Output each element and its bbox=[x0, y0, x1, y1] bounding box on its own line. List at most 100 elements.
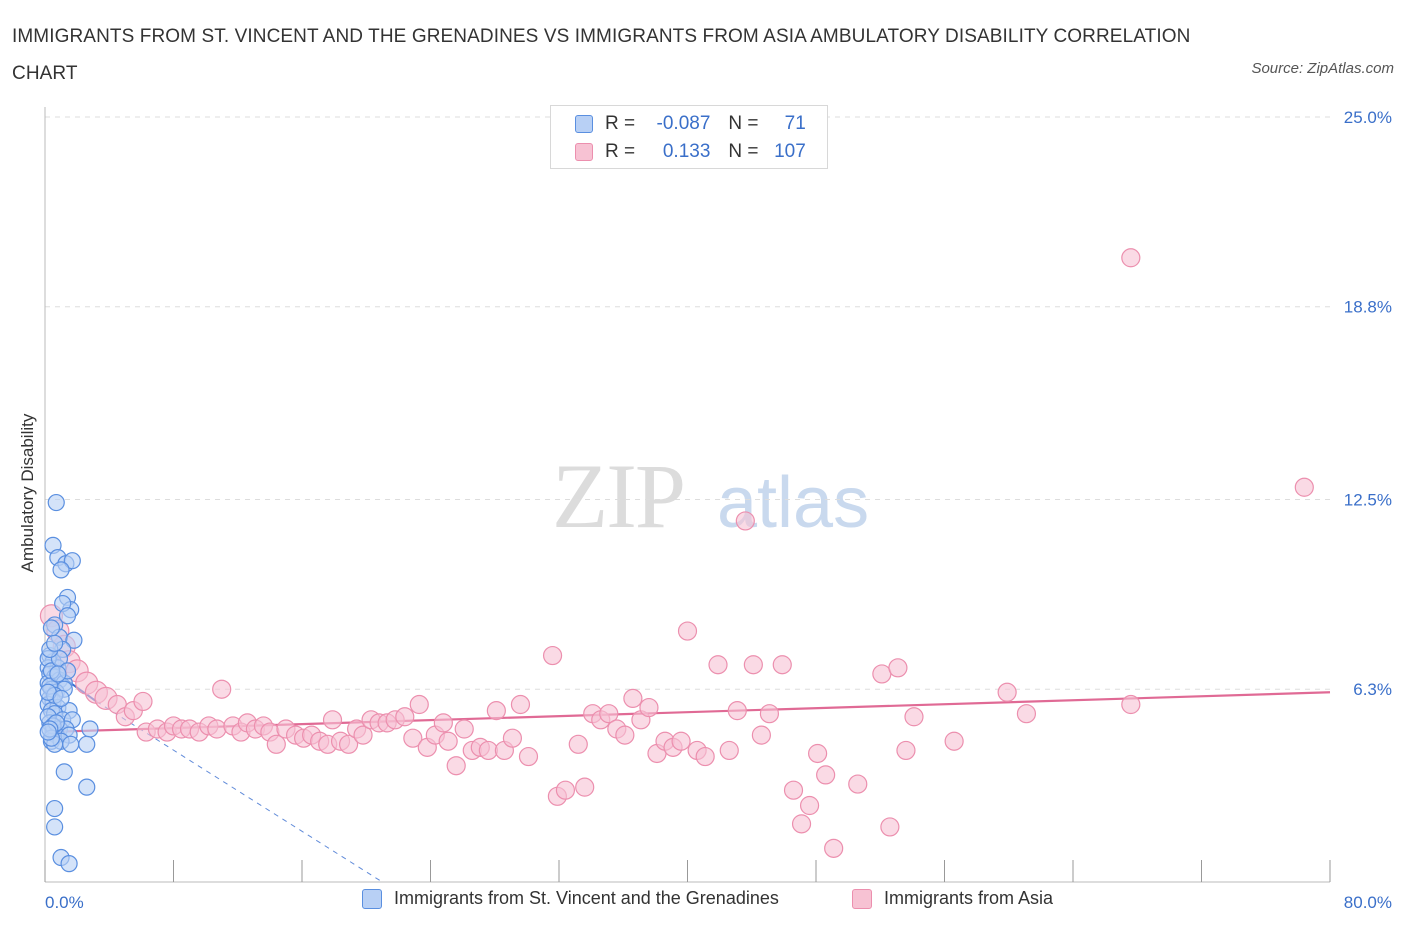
bottom-legend-swatch-series1 bbox=[362, 888, 382, 909]
series2-point-39 bbox=[353, 725, 373, 745]
series2-point-82 bbox=[719, 740, 739, 761]
series2-point-52 bbox=[454, 719, 474, 739]
y-tick-label-2: 18.8% bbox=[1344, 298, 1392, 317]
series2-points bbox=[39, 248, 1314, 858]
series1-point-68 bbox=[52, 689, 70, 708]
legend-n-value-1: 71 bbox=[784, 113, 806, 134]
series2-point-35 bbox=[322, 710, 343, 730]
series2-point-93 bbox=[816, 765, 836, 785]
series1-point-0 bbox=[47, 493, 65, 512]
series2-point-78 bbox=[677, 621, 698, 641]
correlation-legend: R = -0.087 N = 71 R = 0.133 N = 107 bbox=[550, 105, 828, 169]
series2-point-103 bbox=[1121, 694, 1141, 715]
y-tick-label-1: 12.5% bbox=[1344, 491, 1392, 510]
legend-n-value-2: 107 bbox=[774, 141, 806, 162]
series2-point-50 bbox=[438, 731, 458, 751]
series2-point-49 bbox=[433, 713, 453, 733]
legend-r-label-1: R = bbox=[605, 113, 636, 134]
series2-point-64 bbox=[568, 734, 588, 754]
series2-point-68 bbox=[599, 704, 619, 724]
series2-point-70 bbox=[615, 725, 635, 745]
series2-point-81 bbox=[708, 655, 728, 675]
series2-point-84 bbox=[735, 511, 755, 531]
bottom-legend-swatch-series2 bbox=[852, 888, 872, 909]
series1-point-9 bbox=[58, 607, 77, 625]
series2-point-83 bbox=[727, 701, 747, 721]
bottom-legend-series2: Immigrants from Asia bbox=[852, 888, 1053, 909]
series2-point-99 bbox=[896, 740, 916, 761]
legend-swatch-series2 bbox=[575, 143, 593, 161]
series2-point-106 bbox=[1016, 704, 1037, 724]
series2-point-73 bbox=[639, 697, 659, 718]
legend-r-label-2: R = bbox=[605, 141, 636, 162]
series2-point-46 bbox=[409, 694, 429, 715]
bottom-legend-series1: Immigrants from St. Vincent and the Gren… bbox=[362, 888, 779, 909]
series1-point-53 bbox=[60, 855, 78, 873]
series2-point-91 bbox=[799, 795, 820, 816]
series2-point-56 bbox=[486, 701, 506, 721]
series2-point-60 bbox=[518, 746, 539, 767]
series1-points bbox=[39, 493, 99, 873]
series2-point-44 bbox=[395, 707, 415, 727]
series2-point-104 bbox=[1121, 248, 1141, 268]
series2-point-37 bbox=[338, 734, 359, 754]
series2-point-100 bbox=[904, 707, 924, 727]
series1-point-50 bbox=[46, 799, 64, 818]
bottom-legend-label-series1: Immigrants from St. Vincent and the Gren… bbox=[394, 888, 779, 908]
series1-point-49 bbox=[78, 778, 96, 796]
series1-point-70 bbox=[39, 723, 57, 741]
legend-r-value-1: -0.087 bbox=[656, 113, 711, 134]
series2-point-77 bbox=[671, 731, 691, 751]
series2-point-89 bbox=[783, 780, 804, 800]
series1-point-39 bbox=[81, 720, 99, 738]
series2-point-94 bbox=[824, 838, 844, 858]
series1-point-48 bbox=[55, 763, 73, 781]
series1-point-12 bbox=[65, 631, 83, 649]
series2-point-90 bbox=[791, 814, 812, 834]
series2-point-95 bbox=[848, 774, 868, 794]
series2-point-101 bbox=[944, 731, 964, 751]
series2-point-71 bbox=[623, 688, 643, 709]
legend-n-label-1: N = bbox=[728, 113, 759, 134]
series2-point-96 bbox=[872, 664, 892, 684]
watermark-atlas: atlas bbox=[717, 463, 869, 543]
series1-point-66 bbox=[49, 665, 67, 683]
series1-point-4 bbox=[63, 552, 81, 570]
series2-point-98 bbox=[888, 658, 908, 678]
x-tick-label-end: 80.0% bbox=[1344, 893, 1392, 912]
legend-r-value-2: 0.133 bbox=[662, 141, 711, 162]
axes bbox=[44, 107, 1331, 883]
y-tick-label-3: 25.0% bbox=[1344, 108, 1392, 127]
series2-point-105 bbox=[1294, 477, 1314, 497]
series2-point-61 bbox=[542, 645, 563, 666]
watermark-zip: ZIP bbox=[552, 445, 684, 547]
tick-labels: 6.3% 12.5% 18.8% 25.0% 0.0% 80.0% bbox=[45, 108, 1392, 912]
legend-n-label-2: N = bbox=[728, 141, 759, 162]
series2-point-86 bbox=[751, 725, 771, 745]
series2-point-87 bbox=[759, 704, 780, 724]
series2-point-45 bbox=[403, 728, 423, 748]
series2-point-55 bbox=[478, 740, 498, 761]
series2-point-92 bbox=[808, 743, 828, 764]
series1-point-51 bbox=[46, 818, 64, 836]
series2-point-20 bbox=[207, 719, 227, 739]
series2-point-65 bbox=[575, 777, 595, 797]
series1-point-45 bbox=[62, 735, 80, 753]
series2-point-21 bbox=[212, 679, 232, 699]
series2-point-80 bbox=[695, 746, 715, 767]
series2-point-51 bbox=[446, 756, 466, 776]
chart-title: IMMIGRANTS FROM ST. VINCENT AND THE GREN… bbox=[12, 26, 1191, 84]
legend-row-series1: R = -0.087 N = 71 bbox=[575, 110, 806, 138]
series2-point-102 bbox=[997, 682, 1017, 702]
series1-point-69 bbox=[46, 634, 64, 652]
y-tick-label-0: 6.3% bbox=[1353, 680, 1392, 699]
series2-point-97 bbox=[880, 817, 900, 837]
series1-point-5 bbox=[52, 561, 70, 579]
legend-swatch-series1 bbox=[575, 115, 593, 133]
series2-point-85 bbox=[743, 655, 763, 675]
series2-point-59 bbox=[510, 694, 531, 715]
bottom-legend-label-series2: Immigrants from Asia bbox=[884, 888, 1054, 908]
trend-dashed-series1 bbox=[96, 701, 383, 883]
series1-point-46 bbox=[78, 735, 96, 753]
